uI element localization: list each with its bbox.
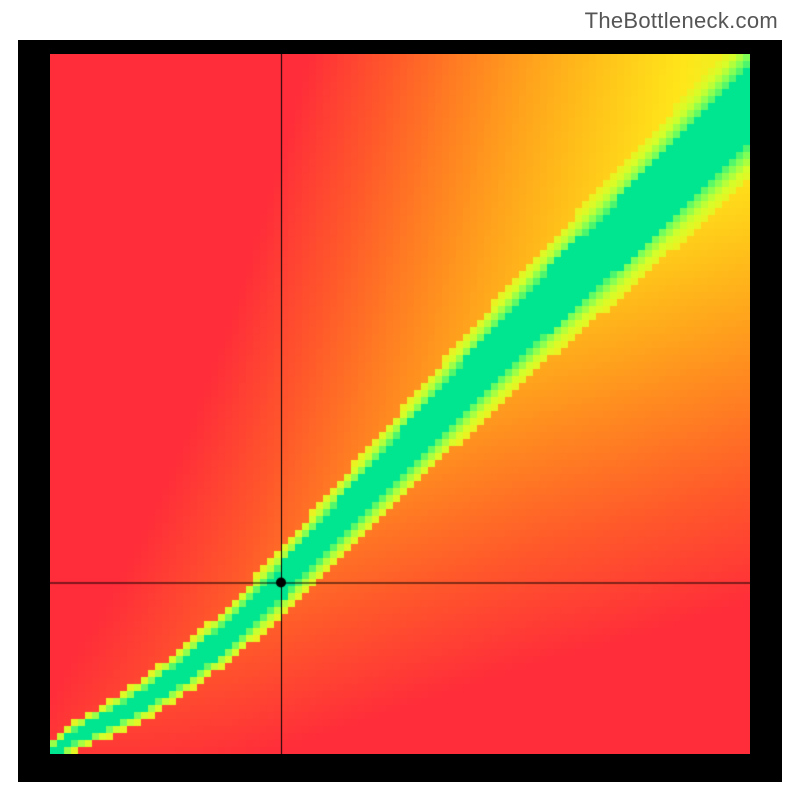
chart-frame <box>18 40 782 782</box>
bottleneck-heatmap <box>50 54 750 754</box>
watermark-text: TheBottleneck.com <box>585 8 778 34</box>
